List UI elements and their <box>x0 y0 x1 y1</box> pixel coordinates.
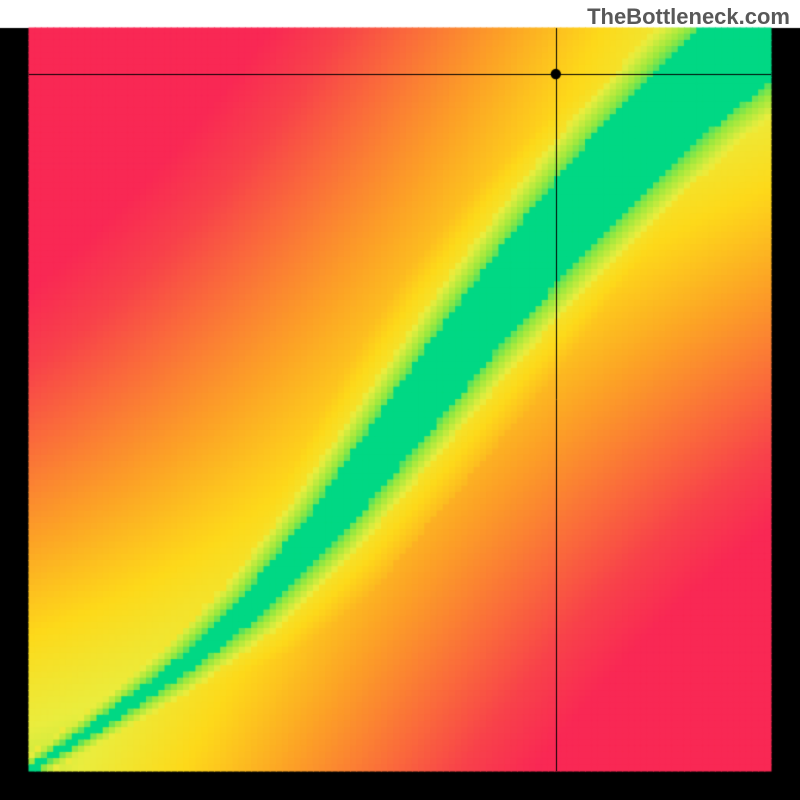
bottleneck-heatmap <box>0 0 800 800</box>
watermark-text: TheBottleneck.com <box>587 4 790 30</box>
